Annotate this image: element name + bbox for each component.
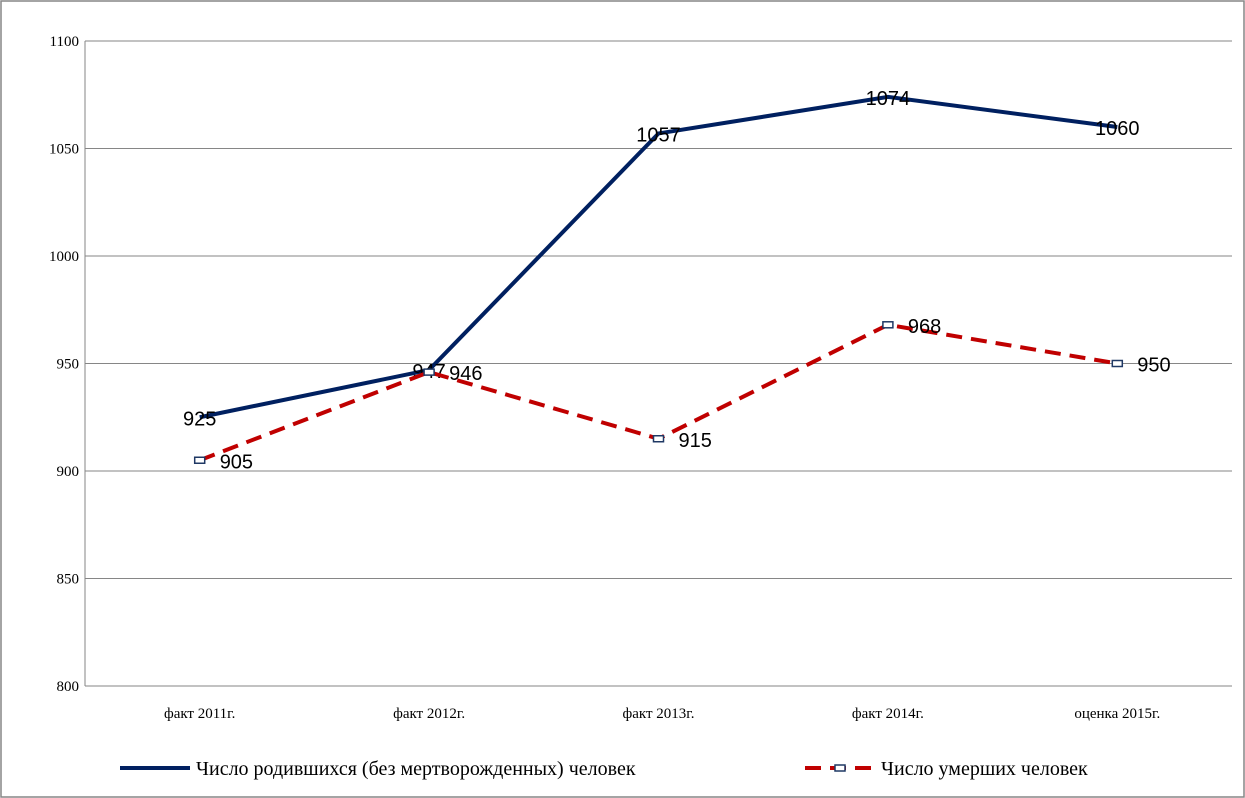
data-label: 925 [183, 408, 216, 430]
data-label: 968 [908, 316, 941, 338]
legend-label: Число умерших человек [881, 758, 1088, 780]
data-label: 946 [449, 363, 482, 385]
data-label: 950 [1137, 355, 1170, 377]
y-tick-label: 850 [57, 572, 80, 588]
y-tick-label: 800 [57, 679, 80, 695]
x-tick-label: факт 2012г. [393, 706, 465, 722]
y-tick-label: 1000 [49, 249, 79, 265]
data-label: 905 [220, 451, 253, 473]
marker [193, 456, 206, 464]
y-tick-label: 900 [57, 464, 80, 480]
marker [1111, 359, 1124, 368]
marker [423, 368, 435, 376]
x-tick-label: оценка 2015г. [1074, 706, 1160, 722]
series-line [199, 94, 1118, 420]
x-tick-label: факт 2011г. [164, 706, 235, 722]
marker [652, 435, 665, 443]
y-tick-label: 950 [57, 357, 80, 373]
y-tick-label: 1100 [50, 34, 79, 50]
data-label: 1074 [866, 88, 911, 110]
data-label: 1060 [1095, 118, 1140, 140]
x-tick-label: факт 2013г. [623, 706, 695, 722]
marker [882, 321, 894, 329]
y-tick-label: 1050 [49, 142, 79, 158]
x-tick-label: факт 2014г. [852, 706, 924, 722]
data-label: 1057 [636, 124, 681, 146]
legend-marker [834, 764, 846, 772]
legend-label: Число родившихся (без мертворожденных) ч… [196, 758, 636, 780]
data-label: 915 [679, 430, 712, 452]
